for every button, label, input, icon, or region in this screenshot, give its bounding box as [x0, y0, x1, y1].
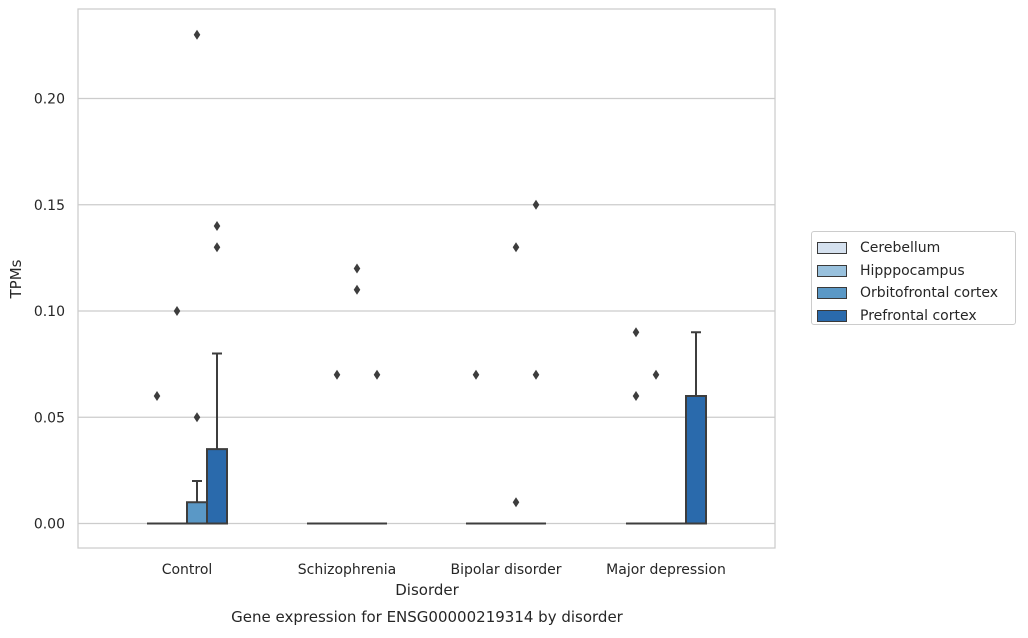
- x-tick-label: Schizophrenia: [298, 562, 396, 578]
- box: [186, 501, 208, 525]
- outlier-point: [532, 369, 540, 380]
- plot-area-frame: [77, 8, 776, 549]
- outlier-point: [173, 306, 181, 316]
- outlier-point: [213, 221, 221, 231]
- legend-item-orbitofrontal-cortex: Orbitofrontal cortex: [817, 282, 1015, 305]
- outlier-layer: [153, 29, 660, 508]
- outlier-point: [472, 369, 480, 380]
- y-tick-label: 0.20: [34, 92, 65, 108]
- outlier-point: [193, 412, 201, 423]
- outlier-point: [512, 242, 520, 253]
- x-tick-label: Major depression: [606, 562, 726, 578]
- legend-swatch: [817, 287, 847, 300]
- legend-swatch: [817, 264, 847, 277]
- x-tick-label: Bipolar disorder: [450, 562, 561, 578]
- legend-label: Prefrontal cortex: [860, 308, 977, 325]
- y-tick-label: 0.10: [34, 304, 65, 320]
- legend-item-prefrontal-cortex: Prefrontal cortex: [817, 305, 1015, 328]
- x-tick-labels: Control Schizophrenia Bipolar disorder Majo…: [162, 562, 726, 578]
- legend-label: Cerebellum: [860, 240, 941, 257]
- outlier-point: [632, 327, 640, 338]
- legend: Cerebellum Hipppocampus Orbitofrontal co…: [811, 231, 1016, 325]
- outlier-point: [512, 497, 520, 508]
- grid-layer: [78, 97, 775, 525]
- y-tick-labels: 0.00 0.05 0.10 0.15 0.20: [34, 92, 65, 533]
- outlier-point: [652, 369, 660, 380]
- outlier-point: [632, 391, 640, 401]
- outlier-point: [333, 369, 341, 380]
- outlier-point: [373, 369, 381, 380]
- x-axis-label: Disorder: [395, 581, 459, 599]
- legend-item-cerebellum: Cerebellum: [817, 237, 1015, 260]
- y-tick-label: 0.05: [34, 410, 65, 426]
- legend-label: Hipppocampus: [860, 262, 965, 279]
- chart-title: Gene expression for ENSG00000219314 by d…: [231, 608, 624, 626]
- legend-label: Orbitofrontal cortex: [860, 285, 998, 302]
- outlier-point: [353, 284, 361, 295]
- y-axis-label: TPMs: [7, 259, 25, 299]
- box: [685, 395, 707, 525]
- box-layer: [147, 331, 707, 525]
- outlier-point: [353, 263, 361, 274]
- box-group: [685, 331, 707, 525]
- legend-swatch: [817, 242, 847, 255]
- legend-item-hippocampus: Hipppocampus: [817, 260, 1015, 283]
- legend-swatch: [817, 310, 847, 323]
- outlier-point: [153, 391, 161, 401]
- box: [206, 448, 228, 525]
- x-tick-label: Control: [162, 562, 213, 578]
- outlier-point: [193, 29, 201, 40]
- outlier-point: [213, 242, 221, 253]
- y-tick-label: 0.00: [34, 517, 65, 533]
- y-tick-label: 0.15: [34, 198, 65, 214]
- outlier-point: [532, 199, 540, 210]
- box-group: [206, 352, 228, 525]
- box-group: [186, 480, 208, 525]
